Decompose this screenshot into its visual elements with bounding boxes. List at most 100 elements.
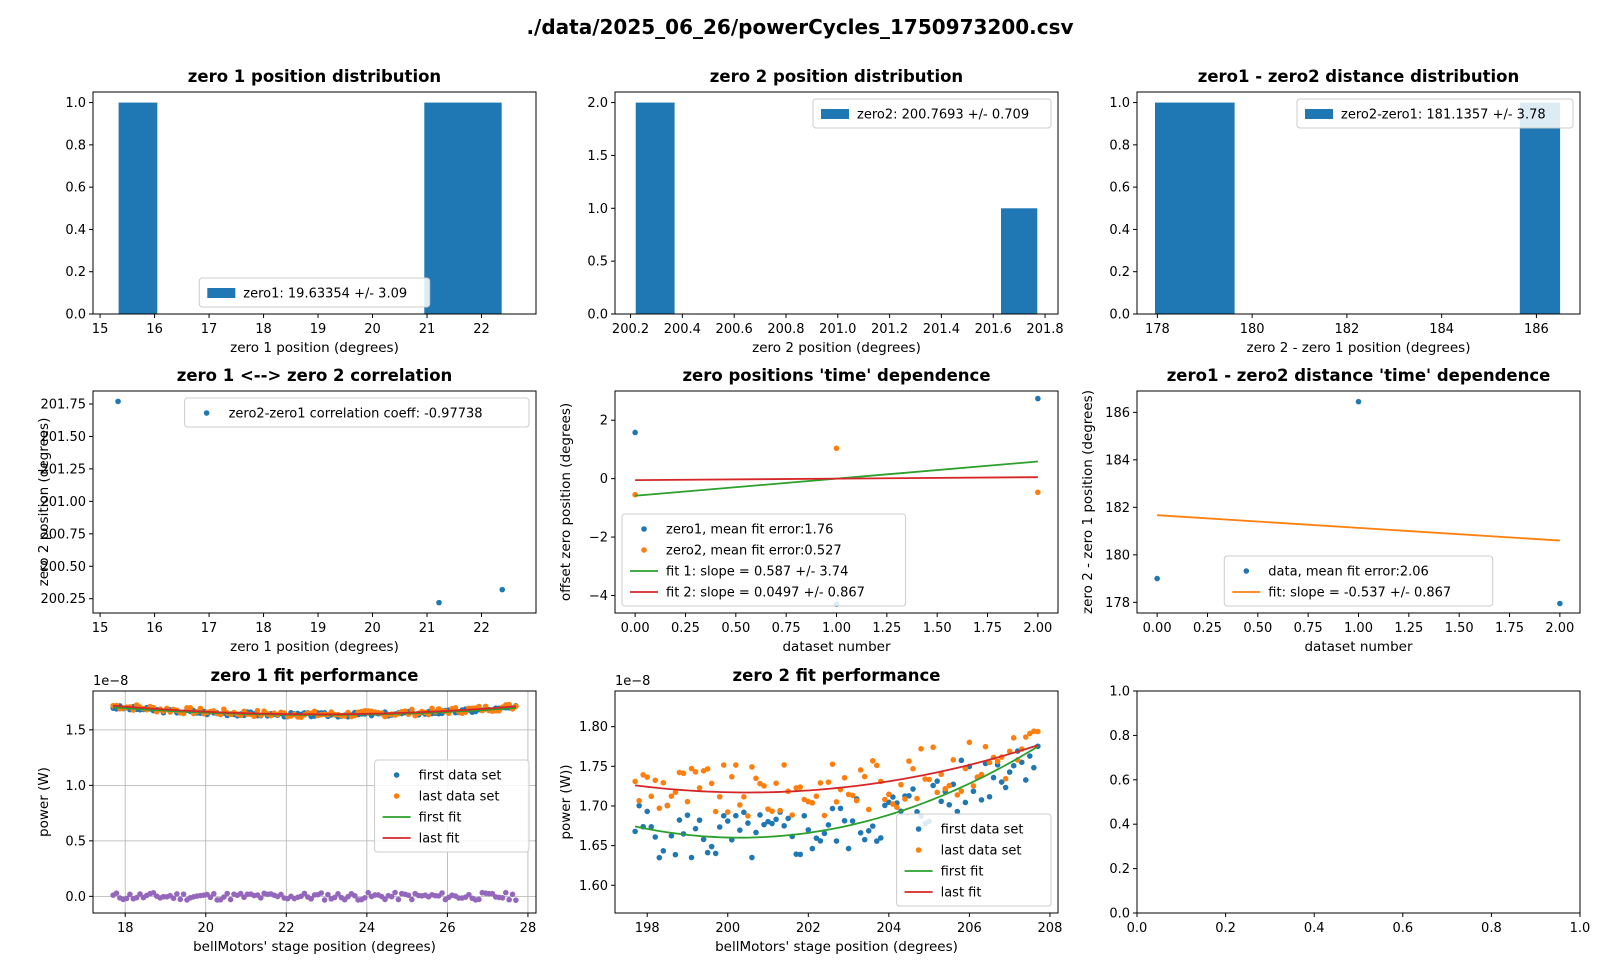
legend-marker <box>393 793 400 799</box>
data-point <box>224 890 231 897</box>
data-point <box>809 845 816 852</box>
y-tick-label: 0.0 <box>587 308 608 323</box>
y-tick-label: 0.5 <box>587 255 608 270</box>
y-tick-label: 1.0 <box>65 96 86 111</box>
legend-box <box>812 98 1052 129</box>
data-point <box>837 805 844 812</box>
x-tick-label: 186 <box>1524 322 1549 337</box>
data-point <box>825 779 832 785</box>
data-point <box>318 890 325 896</box>
data-point <box>970 783 977 789</box>
y-tick-label: 0.8 <box>1109 729 1130 744</box>
y-tick-label: 186 <box>1105 406 1130 421</box>
axes-frame <box>614 91 1059 315</box>
legend-label: zero1, mean fit error:1.76 <box>666 523 833 538</box>
data-point <box>761 821 767 828</box>
y-tick-label: 1.60 <box>579 879 608 894</box>
x-tick-label: 1.75 <box>1495 621 1524 636</box>
data-point <box>861 836 868 843</box>
data-point <box>789 812 795 818</box>
data-point <box>720 762 727 768</box>
data-point <box>958 788 965 794</box>
legend: zero2: 200.7693 +/- 0.709 <box>812 98 1052 129</box>
data-point <box>873 762 880 769</box>
fit-line <box>113 704 516 716</box>
axes-frame <box>92 91 537 315</box>
x-axis-label: zero 2 - zero 1 position (degrees) <box>1247 340 1471 356</box>
legend-marker <box>641 547 647 553</box>
x-tick-label: 204 <box>876 921 901 936</box>
y-tick-label: 200.75 <box>41 527 87 542</box>
y-tick-label: 0.6 <box>1109 773 1130 788</box>
subplot-title: zero 1 <--> zero 2 correlation <box>177 366 453 385</box>
y-tick-label: 2 <box>600 414 608 429</box>
data-point <box>849 818 856 824</box>
data-point <box>938 771 945 778</box>
legend-box <box>1223 555 1494 607</box>
fit-line <box>635 476 1038 481</box>
data-point <box>986 793 993 800</box>
x-tick-label: 15 <box>92 322 109 337</box>
x-tick-label: 1.00 <box>1344 621 1373 636</box>
y-tick-label: 0.4 <box>1109 223 1130 238</box>
legend-label: zero2-zero1 correlation coeff: -0.97738 <box>229 407 483 422</box>
data-point <box>672 851 679 858</box>
x-tick-label: 184 <box>1429 322 1454 337</box>
data-point <box>1002 784 1009 791</box>
data-point <box>1031 728 1037 735</box>
x-tick-label: 208 <box>1038 921 1063 936</box>
histogram-bar <box>118 102 158 314</box>
data-point <box>1031 764 1037 771</box>
legend-label: last fit <box>419 832 460 847</box>
data-point <box>712 850 719 857</box>
data-point <box>301 890 308 897</box>
data-point <box>938 798 945 805</box>
data-point <box>906 792 912 799</box>
legend-label: last data set <box>941 844 1022 859</box>
axis-offset-text: 1e−8 <box>615 674 650 689</box>
x-tick-label: 1.50 <box>923 621 952 636</box>
data-point <box>769 808 775 815</box>
fit-line <box>635 744 1039 794</box>
data-point <box>392 889 398 896</box>
data-point <box>325 891 331 898</box>
data-point <box>829 805 836 812</box>
data-point <box>180 891 187 897</box>
data-point <box>741 809 747 816</box>
data-point <box>950 757 957 763</box>
data-point <box>817 838 824 844</box>
axes-frame <box>92 690 537 914</box>
y-tick-label: 0.8 <box>65 138 86 153</box>
legend-box <box>621 513 907 607</box>
data-point <box>986 759 993 766</box>
legend-label: zero2-zero1: 181.1357 +/- 3.78 <box>1341 108 1546 123</box>
x-axis-label: dataset number <box>782 639 890 655</box>
data-point <box>331 894 338 901</box>
data-point <box>513 897 519 903</box>
data-point <box>704 766 711 772</box>
legend: zero2-zero1 correlation coeff: -0.97738 <box>184 397 530 428</box>
data-point <box>882 796 888 803</box>
y-tick-label: 0.0 <box>1109 907 1130 922</box>
data-point <box>805 827 812 833</box>
data-point <box>930 744 936 751</box>
x-tick-label: 1.75 <box>973 621 1002 636</box>
data-point <box>1002 775 1009 782</box>
x-tick-label: 18 <box>117 921 134 936</box>
y-tick-label: 1.70 <box>579 799 608 814</box>
data-point <box>785 815 791 822</box>
x-tick-label: 182 <box>1334 322 1359 337</box>
x-tick-label: 1.25 <box>872 621 901 636</box>
y-tick-label: 1.0 <box>587 202 608 217</box>
data-point <box>773 780 779 787</box>
data-point <box>644 808 651 815</box>
data-point <box>910 765 916 772</box>
data-point <box>724 809 731 815</box>
data-point <box>865 806 872 813</box>
data-point <box>174 891 180 897</box>
data-point <box>753 775 759 782</box>
axes-frame <box>92 390 537 614</box>
subplot-p2: 200.2 200.4 200.6 200.8 201.0 201.2 201.4 201.6… <box>587 67 1063 356</box>
data-point <box>227 896 234 903</box>
x-axis-label: dataset number <box>1304 639 1412 655</box>
